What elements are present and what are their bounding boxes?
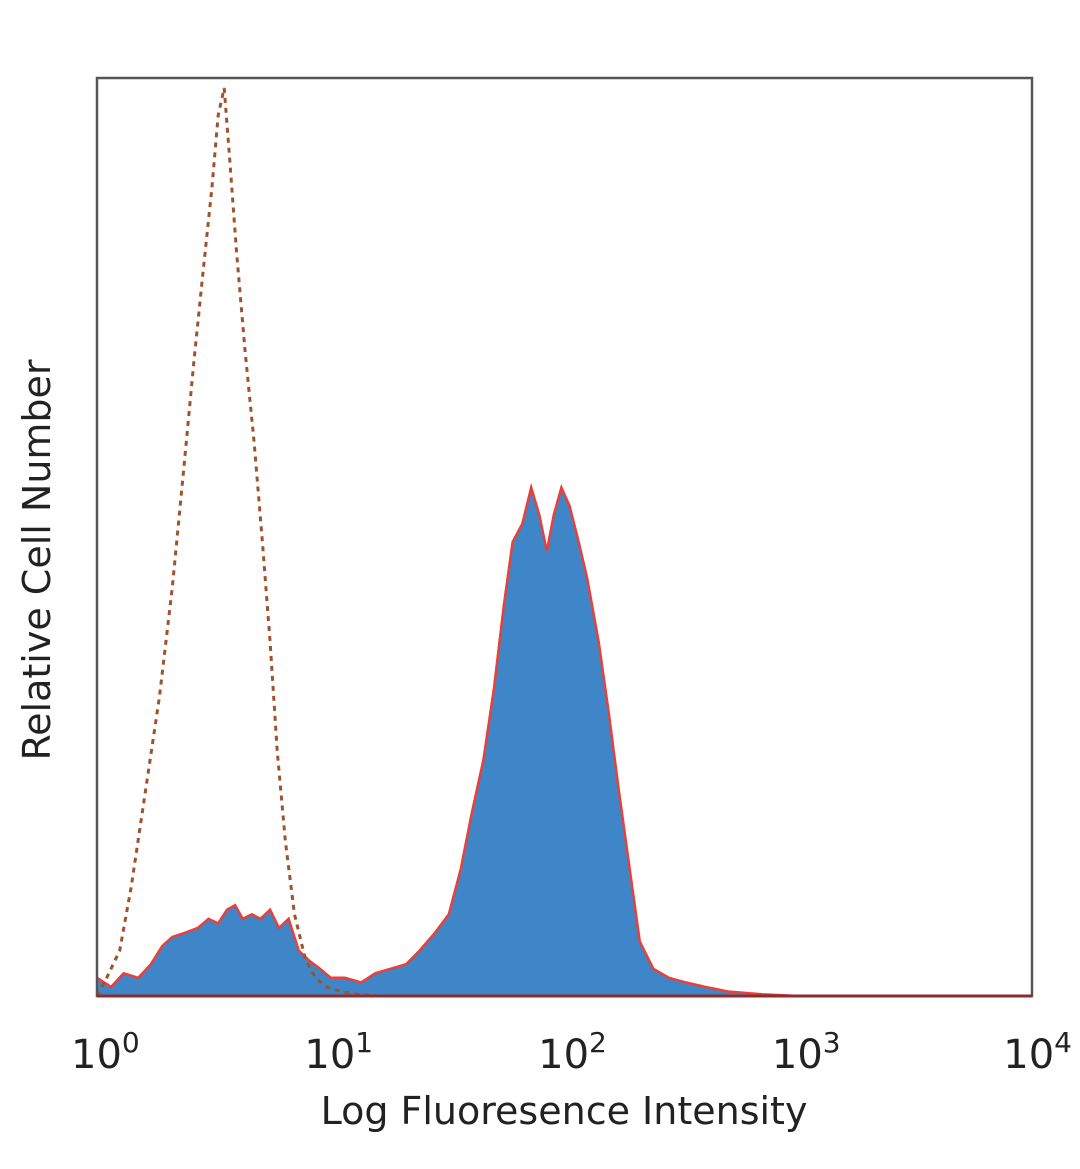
x-axis-label: Log Fluoresence Intensity [321,1089,808,1133]
series-layer [95,87,1032,998]
x-tick-label: 103 [772,1026,841,1078]
x-tick-label: 101 [304,1026,373,1078]
control-histogram-dotted-line [95,87,1032,998]
x-tick-label: 104 [1003,1026,1072,1078]
x-tick-label: 100 [71,1026,140,1078]
stained-histogram-fill [97,487,1032,996]
y-axis-label: Relative Cell Number [15,359,59,760]
stained-histogram-outline [96,482,1032,998]
x-tick-label: 102 [538,1026,607,1078]
x-tick-labels: 100 101 102 103 104 [71,1026,1072,1078]
